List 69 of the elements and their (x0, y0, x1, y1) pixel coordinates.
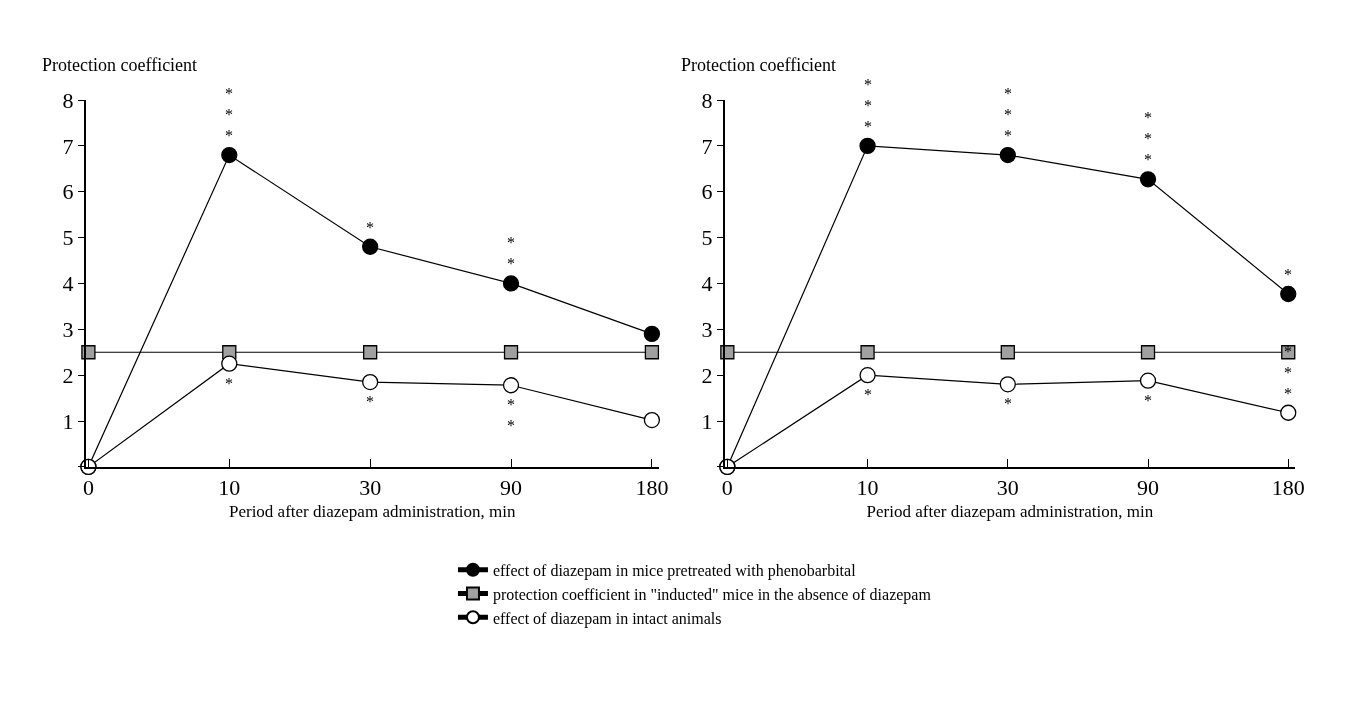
y-axis-title: Protection coefficient (42, 55, 198, 75)
point (643, 411, 661, 429)
annotation: *** (1004, 85, 1012, 144)
x-axis-title: Period after diazepam administration, min (866, 501, 1154, 521)
x-tick-label: 0 (721, 475, 733, 501)
x-tick-label: 30 (359, 475, 382, 501)
point (999, 146, 1016, 164)
y-tick-label: 4 (62, 271, 74, 297)
y-tick-label: 1 (701, 408, 713, 434)
x-axis-title: Period after diazepam administration, min (228, 501, 517, 521)
annotation: *** (225, 85, 233, 144)
point (1280, 404, 1297, 421)
annotation: *** (864, 76, 872, 135)
y-tick-label: 8 (701, 87, 713, 113)
annotation: ** (507, 234, 515, 272)
annotation: * * * (1284, 343, 1292, 402)
x-tick-label: 180 (635, 475, 669, 501)
y-tick-label: 2 (62, 362, 74, 388)
point (1000, 345, 1015, 360)
y-tick-label: 5 (701, 225, 713, 251)
annotation: * (1284, 266, 1292, 283)
point (1280, 285, 1297, 303)
y-tick-label: 3 (701, 317, 713, 342)
point (859, 137, 876, 155)
legend-label: effect of diazepam in intact animals (492, 609, 722, 628)
y-tick-label: 1 (62, 408, 74, 434)
x-tick-label: 30 (996, 475, 1019, 501)
x-tick-label: 180 (1271, 475, 1305, 501)
annotation: * (366, 219, 374, 236)
y-tick-label: 2 (701, 362, 713, 388)
point (221, 355, 238, 372)
point (502, 377, 520, 394)
annotation: ** (507, 396, 515, 434)
point (502, 275, 520, 292)
annotation: * (864, 386, 872, 403)
annotation: * (366, 393, 374, 410)
point (221, 146, 238, 164)
annotation: * (1144, 392, 1152, 409)
legend-label: effect of diazepam in mice pretreated with phenobarbital (492, 561, 857, 580)
y-tick-label: 8 (62, 87, 74, 113)
y-tick-label: 4 (701, 271, 713, 297)
point (1140, 345, 1156, 360)
y-tick-label: 6 (701, 179, 713, 205)
y-tick-label: 5 (62, 225, 74, 251)
point (503, 345, 519, 360)
x-tick-label: 90 (500, 475, 523, 501)
annotation: * (225, 375, 233, 392)
point (999, 376, 1016, 393)
point (362, 238, 379, 255)
x-tick-label: 10 (856, 475, 879, 501)
point (363, 345, 378, 360)
y-axis-title: Protection coefficient (681, 55, 837, 75)
y-tick-label: 6 (62, 179, 74, 205)
point (1139, 372, 1157, 389)
point (643, 325, 661, 343)
annotation: *** (1144, 109, 1152, 168)
annotation: * (1004, 395, 1012, 412)
point (644, 345, 660, 360)
legend-label: protection coefficient in "inducted" mice in the absence of diazepam (492, 585, 932, 604)
x-tick-label: 0 (82, 475, 94, 501)
x-tick-label: 90 (1137, 475, 1160, 501)
point (1139, 171, 1157, 188)
y-tick-label: 3 (62, 317, 74, 342)
point (362, 373, 379, 391)
y-tick-label: 7 (701, 133, 713, 159)
point (860, 345, 875, 360)
point (859, 367, 876, 384)
x-tick-label: 10 (218, 475, 241, 501)
y-tick-label: 7 (62, 133, 74, 159)
